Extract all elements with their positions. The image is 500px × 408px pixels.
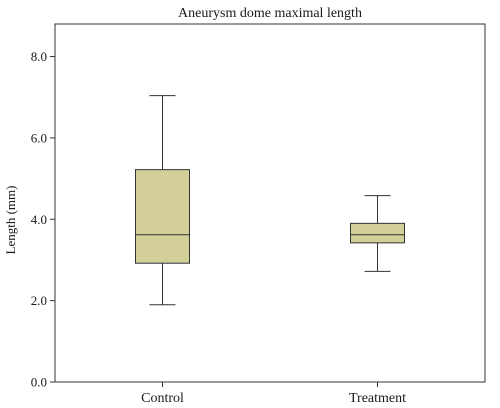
y-tick-label: 0.0 xyxy=(31,375,47,390)
y-axis-label: Length (mm) xyxy=(3,186,18,255)
x-tick-label: Control xyxy=(141,391,184,406)
y-axis-ticks: 0.0 2.0 4.0 6.0 8.0 xyxy=(31,49,55,390)
x-axis-ticks: Control Treatment xyxy=(141,382,406,406)
y-tick-label: 6.0 xyxy=(31,130,47,145)
y-tick-label: 2.0 xyxy=(31,293,47,308)
box-treatment xyxy=(350,195,405,272)
y-tick-label: 4.0 xyxy=(31,212,47,227)
iqr-box xyxy=(350,222,405,244)
box-series xyxy=(135,95,405,306)
box-control xyxy=(135,95,190,306)
y-tick-label: 8.0 xyxy=(31,49,47,64)
chart-title: Aneurysm dome maximal length xyxy=(178,6,362,21)
x-tick-label: Treatment xyxy=(349,391,406,406)
iqr-box xyxy=(135,169,190,264)
plot-area-frame xyxy=(54,23,486,383)
